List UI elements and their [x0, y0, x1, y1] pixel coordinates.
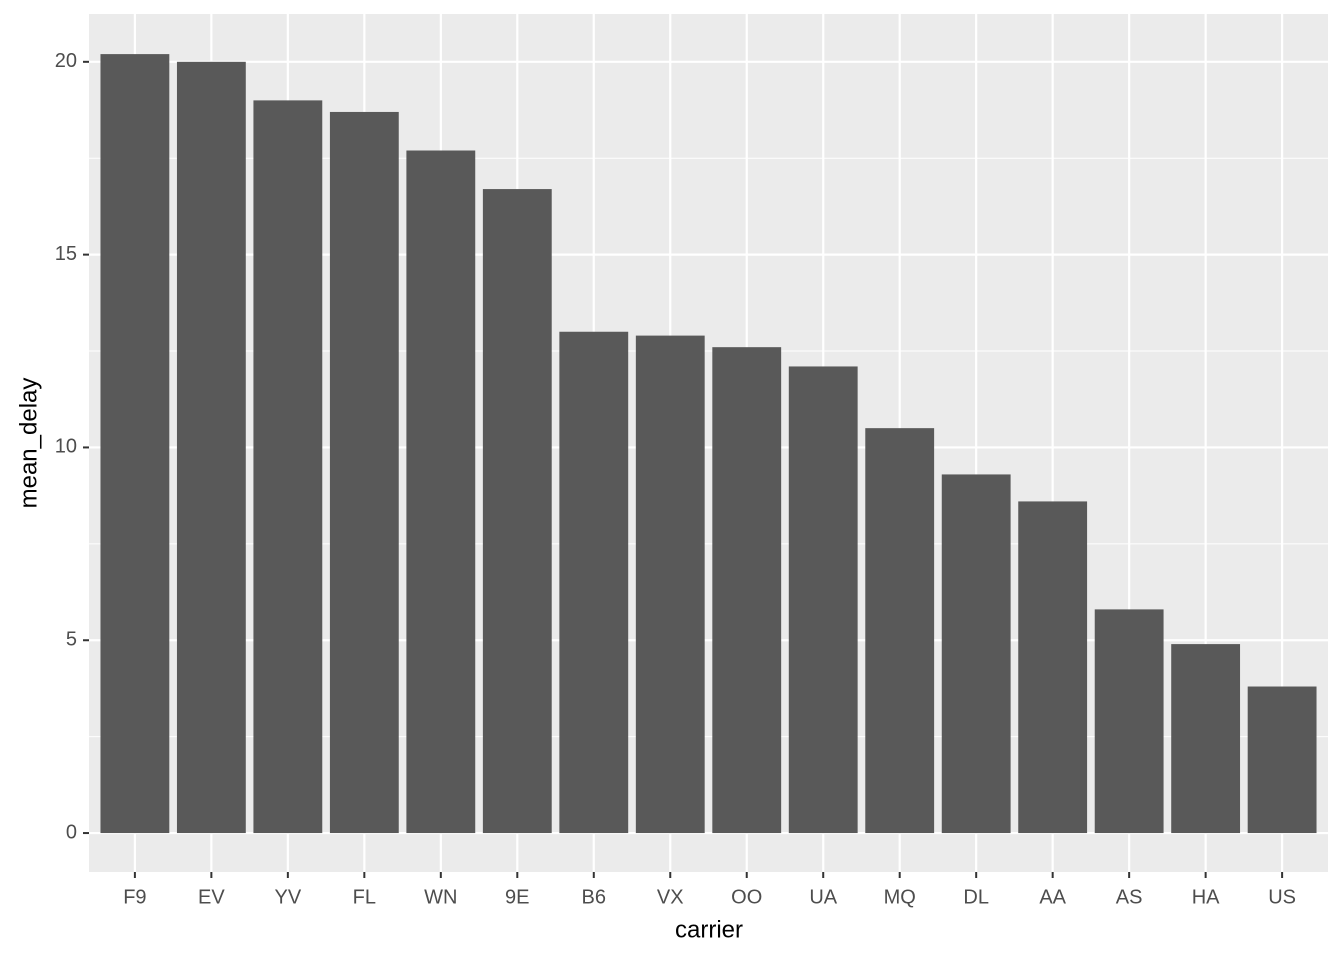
x-tick-label: EV: [198, 886, 225, 908]
bar: [1094, 609, 1164, 834]
bar: [865, 428, 935, 834]
x-tick-label: MQ: [884, 886, 916, 908]
bar: [559, 331, 629, 834]
x-tick-label: 9E: [505, 886, 529, 908]
x-tick-label: VX: [657, 886, 684, 908]
y-tick-label: 10: [55, 436, 77, 458]
x-axis-title: carrier: [675, 916, 743, 943]
y-tick-label: 15: [55, 243, 77, 265]
bar: [1018, 501, 1088, 834]
bar: [1171, 644, 1241, 834]
x-tick-label: OO: [731, 886, 762, 908]
bar: [176, 61, 246, 834]
x-tick-label: FL: [353, 886, 376, 908]
x-tick-label: B6: [582, 886, 606, 908]
x-tick-label: F9: [123, 886, 146, 908]
y-axis-title: mean_delay: [15, 378, 42, 509]
x-tick-label: AA: [1039, 886, 1066, 908]
x-tick-label: HA: [1192, 886, 1220, 908]
x-tick-label: DL: [963, 886, 989, 908]
bar: [788, 366, 858, 834]
bar: [482, 189, 552, 834]
bar: [100, 54, 170, 834]
y-tick-label: 5: [66, 629, 77, 651]
bar: [941, 474, 1011, 834]
bar: [329, 111, 399, 834]
x-tick-label: AS: [1116, 886, 1143, 908]
bar: [635, 335, 705, 834]
x-tick-label: UA: [809, 886, 837, 908]
x-tick-label: US: [1268, 886, 1296, 908]
bar: [712, 347, 782, 834]
bar: [406, 150, 476, 834]
y-tick-label: 20: [55, 50, 77, 72]
x-tick-label: YV: [275, 886, 302, 908]
x-tick-label: WN: [424, 886, 457, 908]
y-tick-label: 0: [66, 821, 77, 843]
bar: [1247, 686, 1317, 834]
bar: [253, 100, 323, 834]
